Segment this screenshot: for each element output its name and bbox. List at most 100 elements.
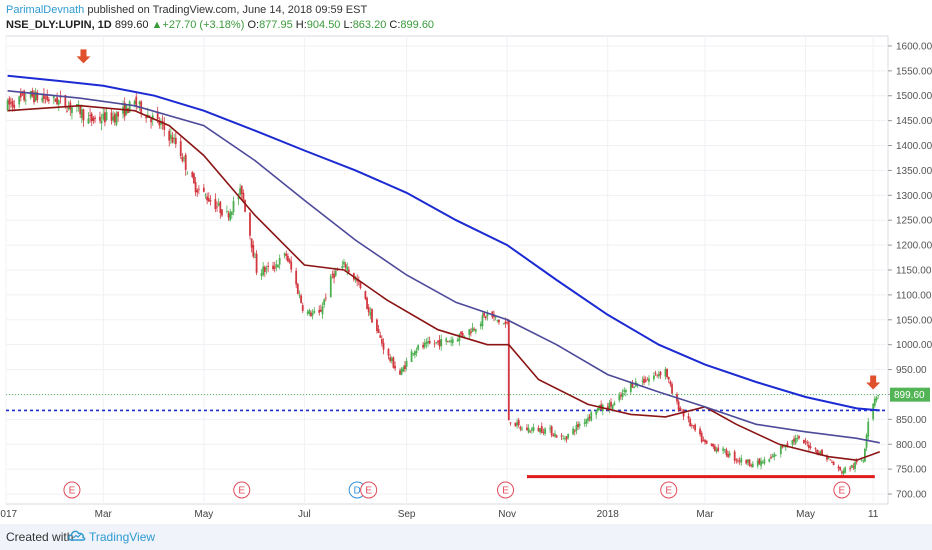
candle-body (855, 460, 858, 463)
candle-body (804, 441, 807, 443)
tradingview-cloud-icon[interactable] (68, 529, 86, 548)
candle-body (758, 458, 761, 464)
candle-body (438, 339, 441, 347)
change-up-icon: ▲ (151, 19, 163, 31)
candle-body (728, 453, 731, 456)
tradingview-brand-link[interactable]: TradingView (89, 530, 156, 544)
candle-body (10, 102, 12, 104)
candle-body (502, 323, 505, 325)
candles-group (6, 87, 880, 477)
candle-body (629, 382, 632, 393)
candle-body (611, 404, 614, 410)
candle-body (197, 188, 200, 190)
candle-body (283, 253, 286, 256)
candle-body (826, 455, 828, 460)
candle-body (105, 112, 108, 120)
candle-body (793, 438, 795, 442)
candle-body (321, 306, 324, 315)
candle-body (829, 459, 832, 461)
candle-body (770, 457, 772, 459)
candle-body (240, 185, 243, 194)
candle-body (367, 307, 370, 313)
candle-body (43, 94, 45, 99)
candle-body (794, 437, 797, 444)
candle-body (479, 323, 482, 327)
candle-body (369, 311, 372, 316)
candle-body (867, 421, 870, 437)
candle-body (400, 368, 403, 375)
candle-body (390, 358, 393, 362)
candle-body (405, 360, 408, 367)
candle-body (334, 270, 337, 276)
candle-body (23, 90, 26, 101)
candle-body (588, 416, 591, 419)
candle-body (539, 428, 542, 433)
candle-body (387, 348, 390, 356)
candle-body (641, 380, 644, 382)
candle-body (255, 253, 258, 273)
candle-body (700, 432, 703, 442)
price-chart[interactable]: 1600.00 1550.00 1500.00 1450.00 1400.00 1350.… (0, 0, 932, 524)
candle-body (379, 335, 382, 338)
ma-mid-line (7, 90, 880, 444)
chart-frame (0, 0, 932, 524)
candle-body (669, 381, 672, 385)
candle-body (563, 438, 566, 440)
candle-body (483, 312, 485, 317)
earnings-marker (833, 481, 851, 499)
candle-body (554, 433, 556, 437)
candle-body (486, 313, 489, 317)
candle-body (590, 412, 593, 421)
candle-body (713, 446, 716, 451)
price-tick-label: 700.00 (896, 490, 927, 501)
price-tick-label: 1500.00 (896, 91, 932, 102)
candle-body (679, 407, 682, 410)
close-value: 899.60 (400, 19, 435, 31)
candle-body (277, 265, 279, 268)
price-tick-label: 950.00 (896, 365, 927, 376)
candle-body (44, 97, 47, 99)
candle-body (690, 424, 693, 426)
price-tick-label: 1050.00 (896, 315, 932, 326)
candle-body (555, 435, 558, 438)
candle-body (376, 319, 378, 331)
symbol-name[interactable]: NSE_DLY:LUPIN, 1D (6, 19, 112, 31)
candle-body (389, 357, 392, 361)
candle-body (296, 283, 299, 294)
candle-body (66, 110, 68, 112)
candle-body (377, 328, 380, 333)
candle-body (737, 460, 739, 462)
candle-body (451, 339, 454, 344)
candle-body (687, 415, 690, 419)
candle-body (216, 206, 218, 208)
candle-body (169, 134, 172, 139)
candle-body (624, 390, 627, 393)
candle-body (133, 101, 136, 105)
candle-body (425, 341, 428, 344)
candle-body (47, 99, 50, 102)
earnings-marker (497, 481, 515, 499)
candle-body (308, 310, 311, 315)
candle-body (75, 104, 78, 107)
candle-body (450, 340, 453, 343)
candle-body (64, 94, 67, 108)
candle-body (448, 341, 451, 343)
candle-body (440, 338, 443, 347)
candle-body (359, 282, 362, 289)
candle-body (366, 297, 368, 309)
candle-body (710, 443, 713, 446)
author-link[interactable]: ParimalDevnath (6, 4, 85, 16)
candle-body (364, 291, 367, 299)
time-tick-label: 2018 (597, 509, 620, 520)
candle-body (852, 466, 855, 468)
high-value: 904.50 (306, 19, 341, 31)
candle-body (202, 187, 205, 192)
candle-body (226, 211, 228, 213)
candle-body (768, 459, 771, 462)
candle-body (654, 372, 657, 374)
candle-body (740, 458, 743, 463)
candle-body (298, 294, 301, 296)
candle-body (595, 411, 598, 415)
candle-body (699, 428, 701, 435)
candle-body (168, 130, 171, 141)
